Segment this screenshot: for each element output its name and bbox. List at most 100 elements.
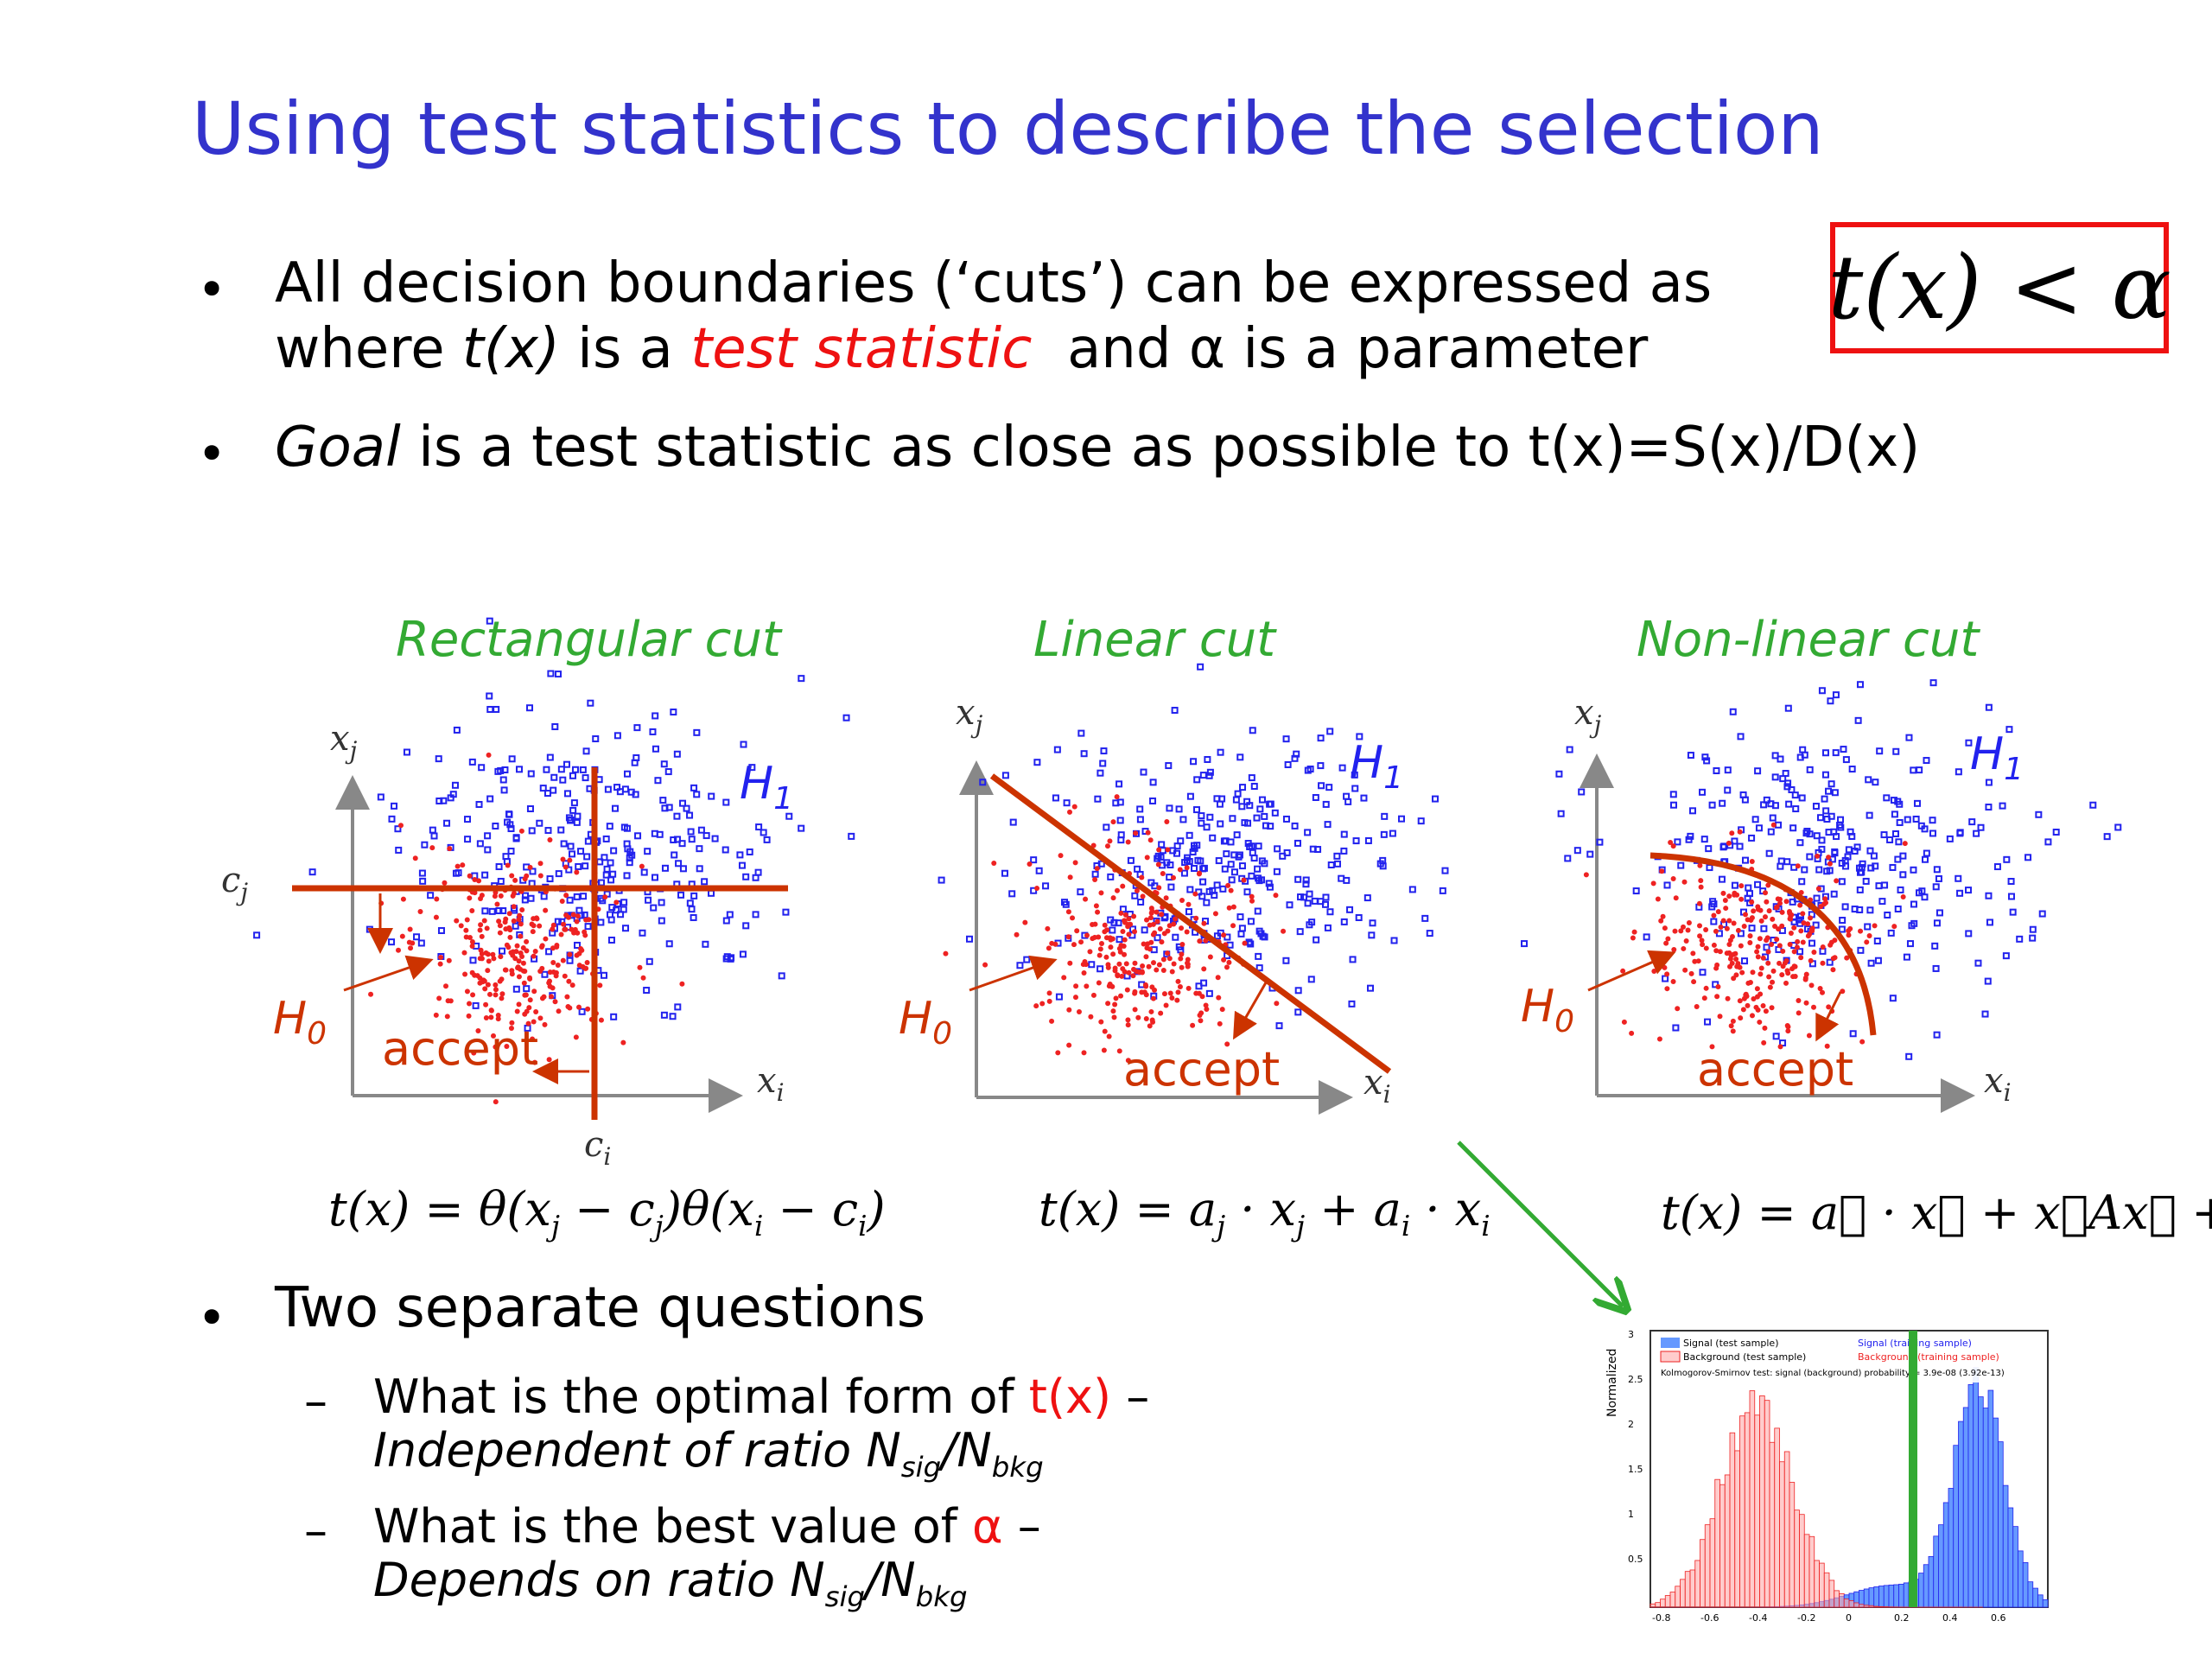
background-point <box>511 904 517 910</box>
signal-point <box>760 829 767 836</box>
signal-point <box>1147 879 1155 887</box>
background-point <box>1715 909 1721 915</box>
background-point <box>1673 895 1679 901</box>
background-point <box>1725 995 1731 1001</box>
background-point <box>1228 887 1234 893</box>
signal-point <box>1363 894 1371 902</box>
background-point <box>943 950 949 957</box>
formula-nonlinear: t(x) = a⃗ · x⃗ + x⃗Ax⃗ + ... <box>1661 1185 2212 1240</box>
signal-point <box>603 865 611 873</box>
background-point <box>1697 933 1703 939</box>
background-point <box>1763 890 1769 896</box>
background-point <box>1146 963 1152 969</box>
signal-point <box>1923 757 1930 765</box>
background-point <box>493 992 499 998</box>
signal-point <box>1042 882 1050 890</box>
background-point <box>1820 989 1826 995</box>
signal-point <box>1521 940 1529 948</box>
signal-point <box>512 835 520 842</box>
background-point <box>458 923 464 929</box>
formula-rectangular: t(x) = θ(xj − cj)θ(xi − ci) <box>328 1182 886 1243</box>
signal-point <box>1247 940 1255 948</box>
signal-point <box>1322 893 1330 901</box>
background-point <box>550 969 556 975</box>
signal-point <box>587 699 594 707</box>
signal-point <box>1249 849 1256 856</box>
signal-point <box>2035 810 2043 818</box>
background-point <box>1760 1002 1766 1008</box>
background-point <box>1173 916 1179 922</box>
background-bin <box>1675 1586 1681 1608</box>
background-point <box>517 912 523 918</box>
signal-point <box>679 865 687 873</box>
signal-point <box>2024 854 2032 861</box>
signal-point <box>554 918 562 925</box>
signal-point <box>1866 906 1874 914</box>
background-point <box>1215 975 1221 981</box>
signal-point <box>1955 768 1962 776</box>
signal-point <box>701 878 709 886</box>
background-point <box>1697 923 1703 929</box>
background-point <box>477 927 483 933</box>
background-point <box>1691 979 1697 985</box>
signal-point <box>1308 918 1316 926</box>
background-point <box>1117 949 1123 955</box>
background-point <box>1150 960 1156 966</box>
signal-point <box>1775 821 1783 829</box>
signal-point <box>738 861 746 869</box>
background-point <box>1201 966 1207 972</box>
x-tick-label: 0 <box>1846 1612 1852 1624</box>
background-point <box>531 916 537 922</box>
background-point <box>512 877 518 883</box>
signal-point <box>1340 847 1348 855</box>
background-point <box>1084 932 1090 938</box>
background-point <box>1763 1008 1769 1014</box>
signal-point <box>606 911 613 918</box>
background-point <box>485 982 491 988</box>
signal-point <box>584 923 592 931</box>
background-point <box>1169 969 1175 975</box>
background-point <box>1147 1023 1153 1029</box>
signal-point <box>748 764 756 772</box>
signal-point <box>1326 908 1334 916</box>
signal-point <box>626 859 633 867</box>
background-point <box>1797 902 1803 908</box>
background-point <box>1096 980 1102 986</box>
signal-point <box>1258 857 1266 865</box>
background-point <box>1185 985 1192 991</box>
signal-point <box>2007 893 2015 900</box>
background-point <box>483 1001 489 1007</box>
background-bin <box>1834 1590 1840 1608</box>
background-point <box>1204 1006 1210 1012</box>
background-point <box>1690 950 1696 957</box>
background-point <box>574 869 580 875</box>
signal-point <box>708 889 715 897</box>
signal-point <box>693 791 701 798</box>
background-point <box>991 860 997 866</box>
signal-point <box>1700 836 1708 843</box>
signal-point <box>1769 814 1777 822</box>
background-point <box>506 911 512 917</box>
background-point <box>1714 962 1720 968</box>
background-point <box>1698 884 1704 890</box>
signal-point <box>1881 881 1889 889</box>
background-point <box>494 901 500 907</box>
signal-point <box>1910 766 1917 774</box>
signal-point <box>1100 747 1108 755</box>
background-point <box>1800 939 1806 945</box>
signal-point <box>582 747 590 755</box>
background-point <box>566 978 572 984</box>
signal-point <box>1141 926 1148 934</box>
signal-point <box>1284 760 1292 768</box>
signal-point <box>1904 816 1911 823</box>
background-point <box>1765 960 1771 966</box>
background-point <box>1143 1016 1149 1022</box>
background-point <box>1682 967 1688 973</box>
signal-point <box>451 781 459 789</box>
background-point <box>1197 938 1203 944</box>
signal-point <box>1784 704 1792 712</box>
y-tick-label: 1 <box>1628 1509 1634 1520</box>
signal-point <box>523 985 531 993</box>
background-bin <box>1823 1572 1830 1608</box>
background-point <box>502 919 508 925</box>
